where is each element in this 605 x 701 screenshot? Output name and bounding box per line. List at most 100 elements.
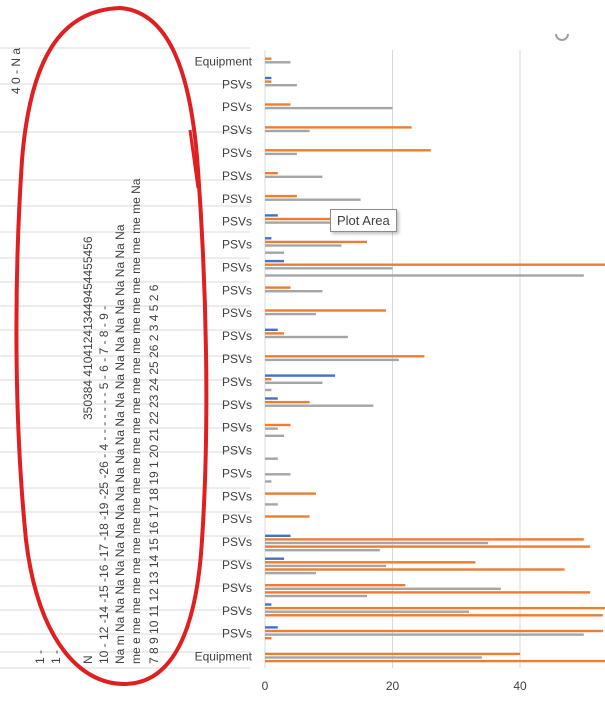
category-label: PSVs: [222, 375, 252, 389]
bar: [265, 633, 584, 636]
bar: [265, 538, 584, 541]
bar: [265, 274, 584, 277]
bar: [265, 237, 272, 240]
bar: [265, 175, 323, 178]
bar: [265, 263, 605, 266]
category-label: PSVs: [222, 283, 252, 297]
x-tick-labels: 0 20 40: [262, 679, 527, 693]
category-label: PSVs: [222, 146, 252, 160]
bar: [265, 427, 278, 430]
left-column-text: 1 -: [33, 650, 47, 664]
bar: [265, 374, 336, 377]
bar: [265, 328, 278, 331]
bar: [265, 404, 374, 407]
category-label: PSVs: [222, 169, 252, 183]
category-label: PSVs: [222, 604, 252, 618]
bar: [265, 290, 323, 293]
bar: [265, 80, 272, 83]
left-column-text: Na m Na Na Na Na Na Na Na Na Na Na Na Na…: [113, 224, 127, 664]
bar: [265, 584, 406, 587]
red-circle-annotation: [14, 5, 209, 687]
bar: [265, 152, 297, 156]
left-column-text: 350384 410412413449454455456: [81, 236, 95, 420]
bar: [265, 106, 393, 110]
bar: [265, 332, 285, 335]
bar: [265, 534, 291, 537]
bar: [265, 434, 285, 437]
bar: [265, 557, 285, 560]
bar: [265, 57, 272, 60]
bar: [265, 198, 361, 201]
bar: [265, 84, 297, 87]
red-stroke-annotation: [188, 129, 200, 189]
bar: [265, 214, 278, 217]
bar: [265, 591, 591, 594]
bar: [265, 614, 603, 617]
left-column-text: 7 8 9 10 11 12 13 14 15 16 17 18 19 1 20…: [147, 284, 161, 664]
category-label: PSVs: [222, 77, 252, 91]
bar: [265, 606, 605, 610]
bar: [265, 515, 310, 518]
bar: [265, 549, 380, 552]
bar: [265, 381, 323, 384]
plot-area-tooltip: Plot Area: [330, 209, 397, 232]
bar: [265, 358, 399, 362]
bar: [265, 388, 272, 392]
bar: [265, 594, 367, 598]
category-label: PSVs: [222, 398, 252, 412]
x-tick-label: 0: [262, 679, 269, 693]
category-labels: Equipment PSVs PSVs PSVs PSVs PSVs PSVs PSVs PSV…: [195, 54, 253, 663]
bar: [265, 217, 374, 221]
bar: [265, 652, 520, 656]
x-tick-label: 40: [513, 679, 527, 693]
bar: [265, 355, 425, 358]
category-label: PSVs: [222, 581, 252, 595]
bar: [265, 480, 272, 483]
category-label: PSVs: [222, 260, 252, 274]
left-column-text: 10 - 12 -14 -15 -16 -17 -18 -19 -25 -26 …: [97, 306, 111, 664]
x-tick-label: 20: [386, 679, 400, 693]
bar: [265, 659, 605, 663]
category-label: Equipment: [195, 650, 253, 664]
bar: [265, 61, 291, 64]
bar: [265, 172, 278, 175]
bar: [265, 103, 291, 106]
bar: [265, 561, 476, 564]
bar: [265, 457, 278, 460]
bar: [265, 400, 310, 404]
bar: [265, 312, 316, 316]
left-column-text: N: [81, 655, 95, 664]
category-label: PSVs: [222, 352, 252, 366]
left-column-text: 4 0 - N a: [9, 48, 23, 94]
category-label: PSVs: [222, 466, 252, 480]
bar: [265, 473, 291, 476]
category-label: PSVs: [222, 489, 252, 503]
bar: [265, 378, 272, 381]
bar: [265, 587, 501, 590]
bar: [265, 335, 348, 339]
bar: [265, 656, 482, 659]
bar: [265, 423, 291, 427]
bar: [265, 545, 591, 548]
bar: [265, 194, 297, 198]
bar: [265, 571, 316, 575]
category-label: PSVs: [222, 123, 252, 137]
category-label: PSVs: [222, 192, 252, 206]
category-label: PSVs: [222, 444, 252, 458]
bar: [265, 629, 603, 633]
bars: [265, 57, 605, 663]
left-column-text: 1 -: [49, 650, 63, 664]
category-label: PSVs: [222, 558, 252, 572]
category-label: PSVs: [222, 512, 252, 526]
category-label: PSVs: [222, 306, 252, 320]
left-text-area: 1 -1 - N 10 - 12 -14 -15 -16 -17 -18 -19 -…: [0, 47, 250, 669]
bar: [265, 221, 387, 224]
bar: [265, 637, 272, 640]
left-column-text: me e me me me me me me me me me me me me…: [129, 178, 143, 664]
category-label: PSVs: [222, 329, 252, 343]
category-label: PSVs: [222, 215, 252, 229]
bar: [265, 397, 278, 400]
rotate-handle-icon[interactable]: [555, 33, 569, 41]
bar: [265, 126, 412, 129]
